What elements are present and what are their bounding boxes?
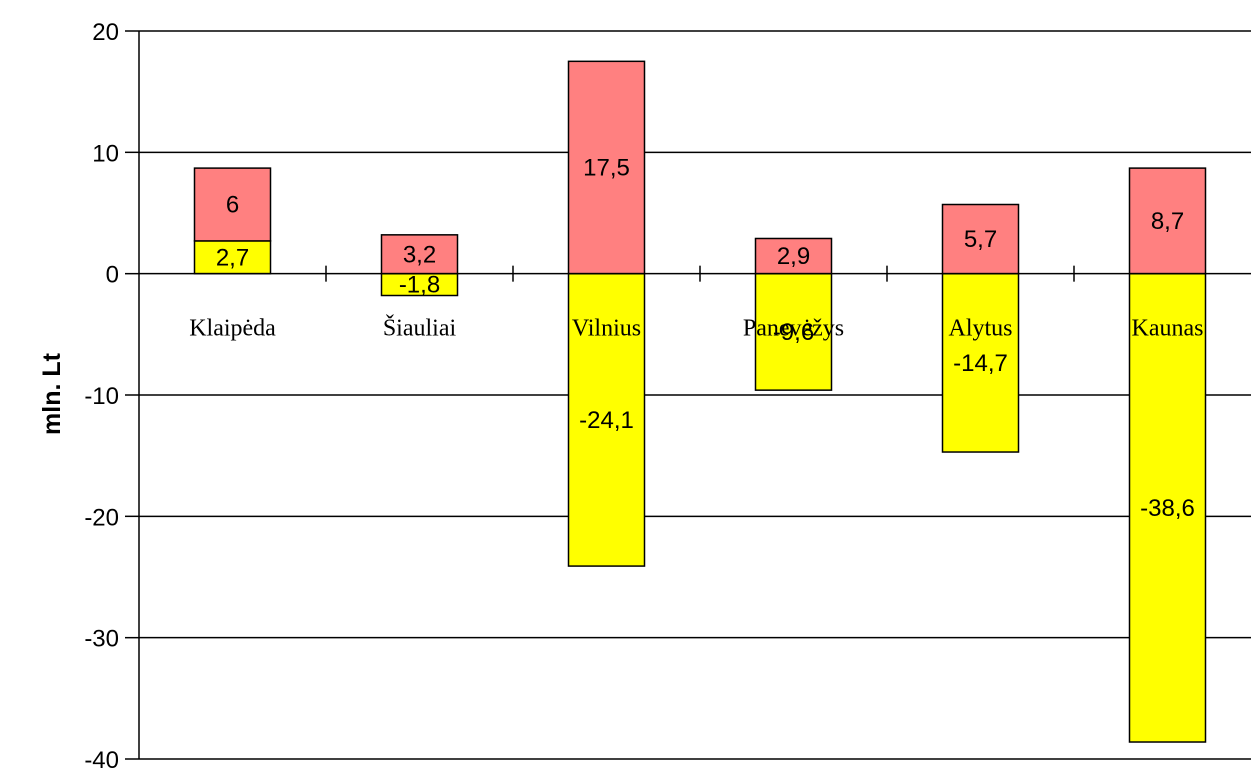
y-tick-label: 20 [92,19,119,46]
data-labels: 2,7 6 -1,8 3,2 -24,1 17,5 -9,6 2,9 -14,7 5,7 -38,6… [216,155,1195,522]
bar [1128,272,1207,743]
data-label: 17,5 [583,155,630,182]
data-label: -1,8 [399,272,440,299]
x-tick-label: Šiauliai [383,315,457,342]
data-label: -24,1 [579,407,634,434]
gridlines [139,30,1251,760]
data-label: 5,7 [964,226,997,253]
bar [754,237,833,275]
bar [754,272,833,391]
x-axis: Klaipėda Šiauliai Vilnius Panevėžys Alytus Ka… [139,265,1251,342]
data-label: 6 [226,192,239,219]
data-label: 2,9 [777,243,810,270]
y-tick-label: 10 [92,140,119,167]
x-tick-label: Klaipėda [189,316,276,342]
x-tick-label: Kaunas [1132,316,1204,342]
bar [567,60,646,275]
data-label: 2,7 [216,244,249,271]
data-label: 3,2 [403,241,436,268]
data-label: -14,7 [953,350,1008,377]
y-axis-title: mln. Lt [38,352,66,435]
y-tick-label: -40 [84,747,119,770]
bar [567,272,646,567]
bar [941,272,1020,453]
x-tick-label: Vilnius [572,316,641,342]
y-axis: 20 10 0 -10 -20 -30 -40 [84,19,140,770]
y-tick-label: -10 [84,383,119,410]
bar [941,203,1020,275]
bar [193,167,272,242]
x-tick-label: Alytus [948,316,1012,342]
y-tick-label: 0 [106,262,119,289]
x-tick-label: Panevėžys [743,316,844,342]
y-tick-label: -20 [84,504,119,531]
bar [380,234,459,275]
bar [1128,167,1207,275]
y-tick-label: -30 [84,626,119,653]
data-label: -38,6 [1140,495,1195,522]
bars [193,60,1207,743]
data-label: -9,6 [773,319,814,346]
data-label: 8,7 [1151,208,1184,235]
